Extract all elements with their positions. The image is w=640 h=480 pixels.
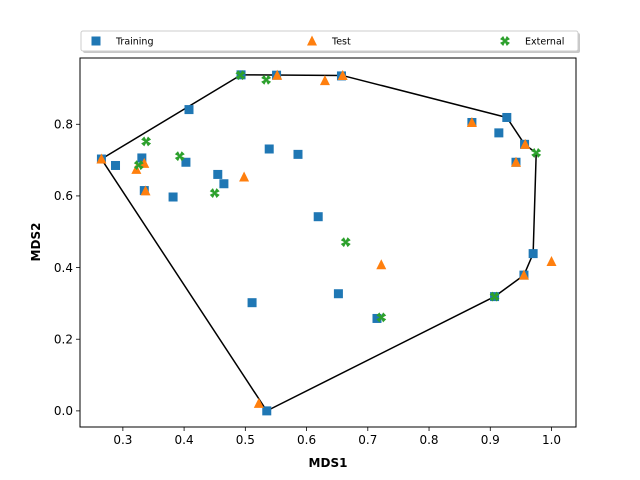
training-point	[181, 157, 191, 167]
test-point	[139, 157, 150, 168]
test-point	[510, 156, 521, 167]
legend-training-label: Training	[115, 37, 154, 48]
test-point	[319, 75, 330, 86]
legend: Training Test External	[80, 30, 580, 53]
training-point	[494, 128, 504, 138]
legend-entry-external: External	[500, 36, 564, 48]
training-point	[528, 249, 538, 259]
legend-entry-training: Training	[91, 36, 154, 48]
test-point	[253, 397, 264, 408]
legend-external-marker	[500, 36, 510, 46]
legend-items: Training Test External	[91, 35, 564, 48]
test-point	[140, 185, 151, 196]
y-tick-label: 0.0	[54, 404, 73, 418]
test-point	[520, 138, 531, 149]
external-point	[133, 160, 144, 171]
test-point	[239, 171, 250, 182]
test-point	[466, 116, 477, 127]
x-tick-label: 0.7	[358, 433, 377, 447]
series-external	[133, 70, 542, 323]
training-point	[111, 160, 121, 170]
external-point	[141, 136, 152, 147]
x-axis-title: MDS1	[309, 456, 348, 470]
training-point	[313, 212, 323, 222]
x-axis-ticks: 0.3 0.4 0.5 0.6 0.7 0.8 0.9 1.0	[113, 427, 561, 447]
external-point	[261, 74, 272, 85]
legend-entry-test: Test	[307, 35, 351, 48]
x-tick-label: 1.0	[542, 433, 561, 447]
x-tick-label: 0.5	[236, 433, 255, 447]
training-point	[137, 153, 147, 163]
y-axis-title: MDS2	[29, 223, 43, 262]
test-point	[337, 70, 348, 81]
external-point	[376, 312, 387, 323]
external-point	[340, 237, 351, 248]
training-point	[293, 149, 303, 159]
test-point	[518, 269, 529, 280]
test-point	[96, 153, 107, 164]
plot-area-background	[80, 58, 576, 427]
x-tick-label: 0.4	[175, 433, 194, 447]
x-tick-label: 0.3	[113, 433, 132, 447]
external-point	[531, 147, 542, 158]
training-point	[264, 144, 274, 154]
y-tick-label: 0.8	[54, 118, 73, 132]
legend-external-label: External	[525, 37, 564, 48]
legend-test-marker	[307, 35, 317, 46]
y-tick-label: 0.2	[54, 333, 73, 347]
test-point	[546, 255, 557, 266]
test-point	[376, 259, 387, 270]
training-point	[213, 169, 223, 179]
training-point	[502, 112, 512, 122]
external-point	[209, 188, 220, 199]
legend-test-label: Test	[331, 37, 351, 48]
y-tick-label: 0.6	[54, 189, 73, 203]
x-tick-label: 0.8	[419, 433, 438, 447]
training-point	[184, 105, 194, 115]
x-tick-label: 0.6	[297, 433, 316, 447]
y-axis-ticks: 0.0 0.2 0.4 0.6 0.8	[54, 118, 80, 418]
legend-box	[80, 30, 579, 52]
y-tick-label: 0.4	[54, 261, 73, 275]
external-point	[174, 151, 185, 162]
training-point	[262, 406, 272, 416]
x-tick-label: 0.9	[481, 433, 500, 447]
points-layer	[96, 69, 557, 416]
training-point	[247, 298, 257, 308]
training-point	[219, 179, 229, 189]
training-point	[333, 289, 343, 299]
external-point	[235, 70, 246, 81]
test-point	[272, 69, 283, 80]
external-point	[489, 291, 500, 302]
plot-area-frame	[79, 57, 577, 428]
training-point	[168, 192, 178, 202]
training-point	[372, 313, 382, 323]
legend-training-marker	[91, 36, 101, 46]
